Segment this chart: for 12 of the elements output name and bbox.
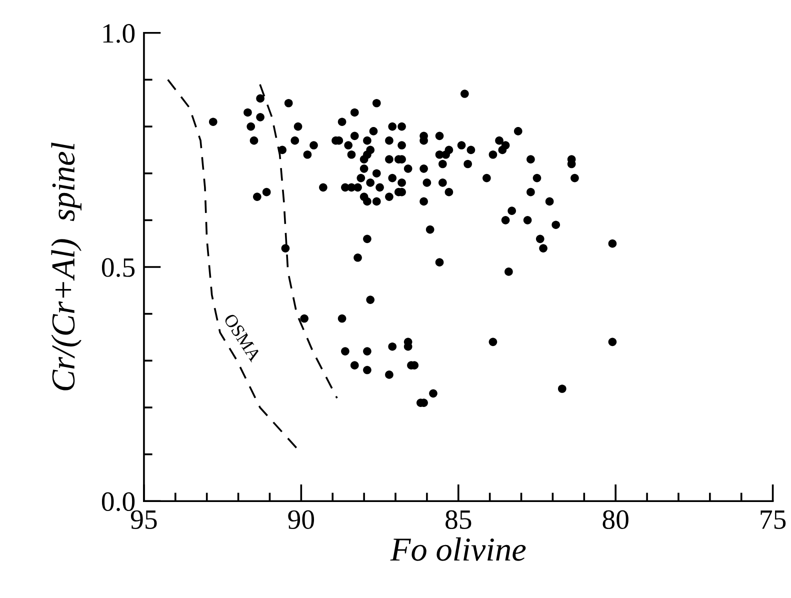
x-tick-label: 75: [760, 510, 786, 530]
line-series: [166, 78, 299, 451]
y-tick-label: 0.5: [102, 258, 135, 278]
x-tick-label: 80: [602, 510, 628, 530]
y-tick-label: 0.0: [102, 492, 135, 512]
x-tick-label: 90: [288, 510, 314, 530]
x-tick-label: 85: [446, 510, 472, 530]
y-axis-title: Cr/(Cr+Al) spinel: [51, 142, 82, 390]
x-axis-title: Fo olivine: [390, 537, 526, 561]
x-tick-label: 95: [130, 510, 157, 530]
y-tick-label: 1.0: [103, 24, 135, 43]
line-series: [259, 83, 338, 400]
